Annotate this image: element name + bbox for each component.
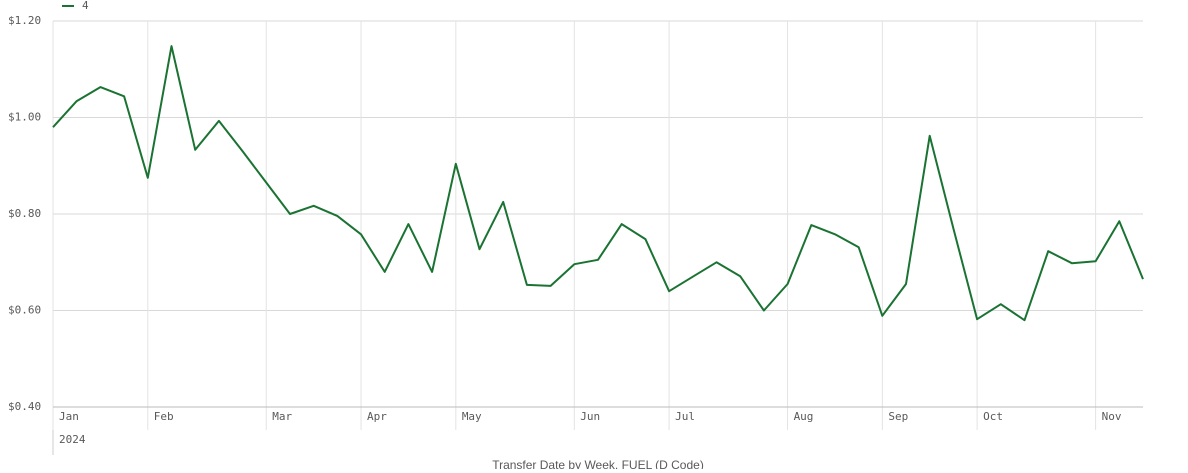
x-tick-label: May (462, 410, 482, 423)
x-tick-label: Sep (888, 410, 908, 423)
x-tick-label: Jan (59, 410, 79, 423)
series-line (52, 45, 1144, 322)
x-tick-label: Mar (272, 410, 292, 423)
y-tick-label: $0.80 (8, 207, 41, 220)
x-axis-title: Transfer Date by Week, FUEL (D Code) (492, 458, 704, 469)
y-tick-label: $1.20 (8, 14, 41, 27)
x-tick-label: Nov (1102, 410, 1122, 423)
y-tick-label: $0.40 (8, 400, 41, 413)
x-tick-label: Jun (580, 410, 600, 423)
x-tick-label: Feb (154, 410, 174, 423)
year-label: 2024 (59, 433, 86, 446)
x-tick-label: Apr (367, 410, 387, 423)
x-tick-label: Aug (794, 410, 814, 423)
x-tick-label: Oct (983, 410, 1003, 423)
y-tick-label: $0.60 (8, 304, 41, 317)
y-tick-label: $1.00 (8, 111, 41, 124)
legend-label: 4 (82, 0, 89, 12)
x-tick-label: Jul (675, 410, 695, 423)
